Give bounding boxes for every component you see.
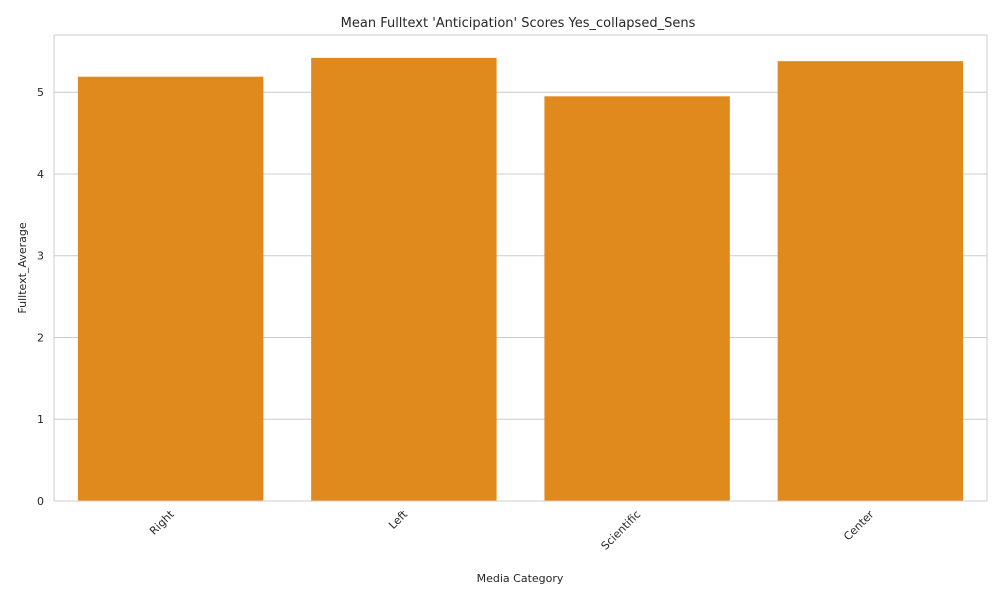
- x-tick-label: Scientific: [599, 508, 644, 553]
- x-axis-label: Media Category: [477, 572, 564, 585]
- x-tick-label: Center: [841, 508, 877, 544]
- y-tick-labels: 0 1 2 3 4 5: [37, 86, 44, 508]
- x-tick-labels: Right Left Scientific Center: [147, 507, 877, 552]
- y-tick-label: 5: [37, 86, 44, 99]
- y-tick-label: 3: [37, 250, 44, 263]
- y-tick-label: 2: [37, 331, 44, 344]
- y-tick-label: 4: [37, 168, 44, 181]
- y-tick-label: 1: [37, 413, 44, 426]
- bar-right: [77, 76, 264, 502]
- bar-scientific: [544, 96, 730, 501]
- x-tick-label: Left: [386, 507, 410, 531]
- y-axis-label: Fulltext_Average: [16, 222, 29, 313]
- x-tick-label: Right: [147, 507, 177, 537]
- plot-frame: [53, 34, 988, 502]
- chart-title: Mean Fulltext 'Anticipation' Scores Yes_…: [341, 16, 696, 31]
- bar-center: [777, 61, 964, 501]
- bar-left: [311, 57, 497, 501]
- y-tick-label: 0: [37, 495, 44, 508]
- bars: [77, 57, 964, 502]
